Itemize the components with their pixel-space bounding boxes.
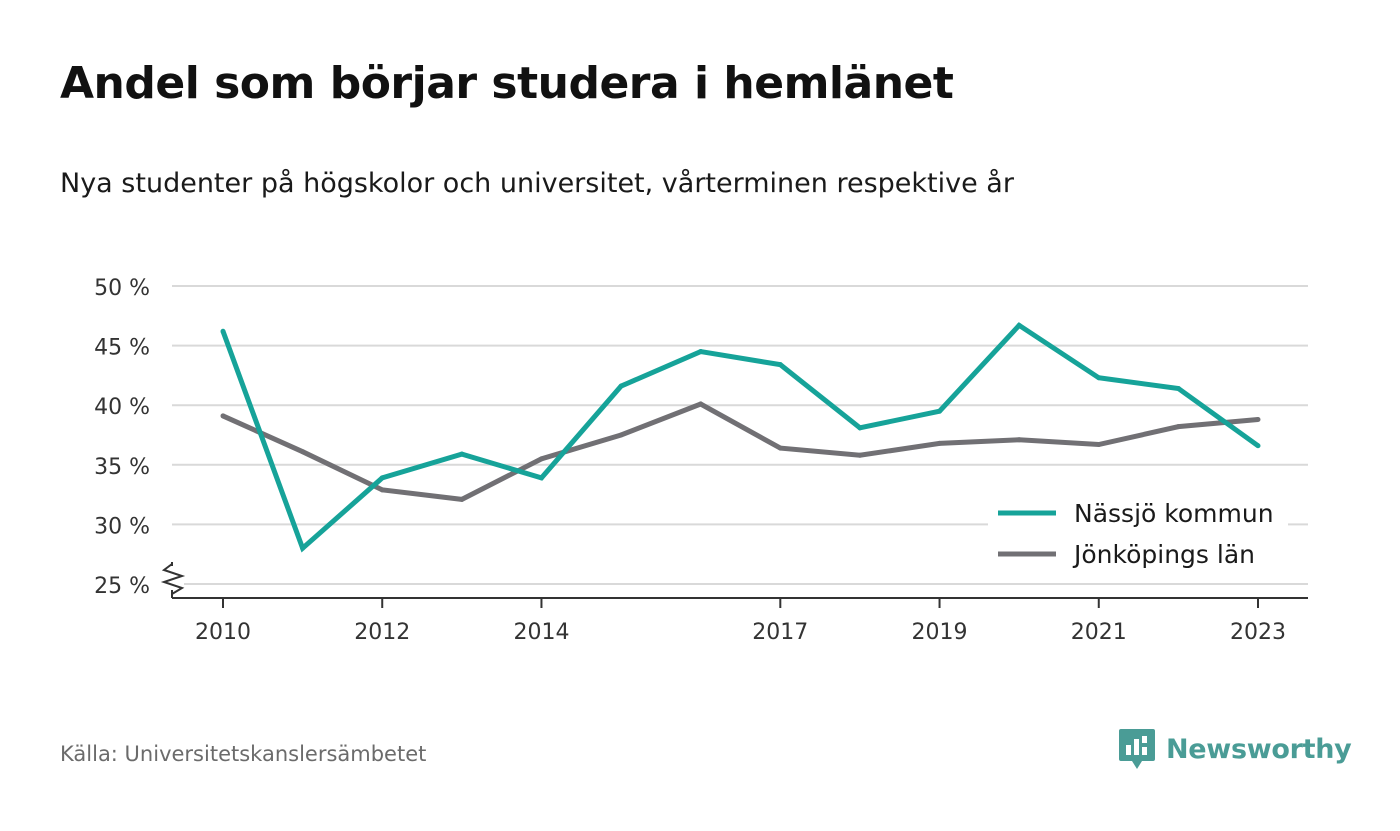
newsworthy-logo-icon [1118,727,1156,771]
series-2-point [698,402,703,407]
series-2-point [539,456,544,461]
series-2-point [459,497,464,502]
series-1-point [698,349,703,354]
legend-label: Jönköpings län [1072,540,1255,569]
y-axis-ticks: 25 % 30 % 35 % 40 % 45 % 50 % [94,276,150,599]
series-1-point [1096,375,1101,380]
legend-label: Nässjö kommun [1074,499,1274,528]
x-tick-label: 2010 [195,620,251,645]
series-2-point [857,453,862,458]
y-tick-label: 30 % [94,514,150,539]
series-1-point [459,452,464,457]
series-1-point [1256,443,1261,448]
x-tick-label: 2023 [1230,620,1286,645]
series-2-point [619,433,624,438]
series-1-point [221,329,226,334]
series-2-point [1017,437,1022,442]
series-1-point [539,475,544,480]
series-2-point [937,441,942,446]
y-tick-label: 35 % [94,455,150,480]
x-tick-label: 2021 [1071,620,1127,645]
y-tick-label: 40 % [94,395,150,420]
y-tick-label: 25 % [94,574,150,599]
series-2-point [778,446,783,451]
x-tick-label: 2012 [354,620,410,645]
series-1-point [937,409,942,414]
x-tick-label: 2019 [912,620,968,645]
series-1-point [778,362,783,367]
series-2-point [221,413,226,418]
series-1-point [380,475,385,480]
series-2-point [1176,424,1181,429]
series-1-point [300,546,305,551]
series-1-point [1017,323,1022,328]
source-note: Källa: Universitetskanslersämbetet [60,742,426,766]
y-tick-label: 45 % [94,336,150,361]
x-axis-ticks: 2010 2012 2014 2017 2019 2021 2023 [195,598,1286,645]
series-1-point [1176,386,1181,391]
series-1-point [619,384,624,389]
series-2-point [380,487,385,492]
x-tick-label: 2017 [752,620,808,645]
series-2-point [1096,442,1101,447]
series-line-2 [223,404,1258,499]
x-tick-label: 2014 [513,620,569,645]
series-2-point [1256,417,1261,422]
series-2-point [300,449,305,454]
line-chart: 25 %30 %35 %40 %45 %50 % 2010 2012 2014 201… [0,0,1400,700]
y-tick-label: 50 % [94,276,150,301]
brand-logo: Newsworthy [1118,727,1351,771]
brand-name: Newsworthy [1166,734,1351,765]
legend: Nässjö kommun Jönköpings län [988,490,1288,580]
series-1-point [857,425,862,430]
